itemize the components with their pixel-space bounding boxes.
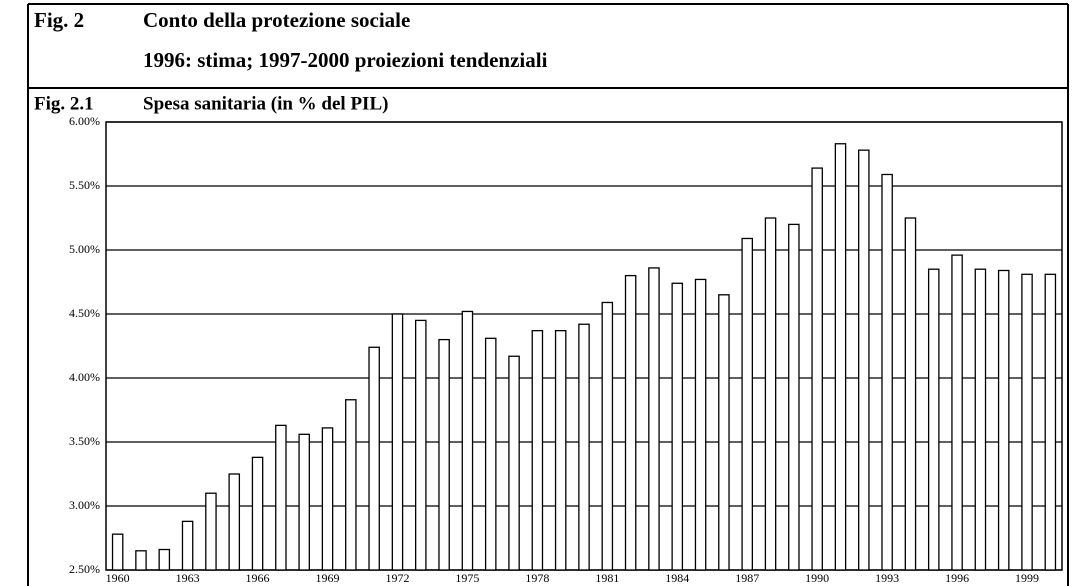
bar	[415, 319, 427, 571]
bar	[927, 268, 940, 571]
bar	[811, 167, 823, 571]
x-tick-label: 1990	[805, 571, 829, 585]
bar	[345, 399, 357, 571]
y-tick-label: 2.50%	[69, 562, 100, 576]
bar	[508, 355, 520, 571]
bar	[368, 346, 380, 571]
bar	[834, 143, 847, 571]
bar	[181, 520, 194, 571]
x-tick-label: 1978	[525, 571, 549, 585]
bar	[205, 492, 217, 571]
x-tick-label: 1981	[595, 571, 619, 585]
x-tick-label: 1963	[176, 571, 200, 585]
x-tick-label: 1987	[735, 571, 759, 585]
bar	[788, 223, 800, 571]
x-tick-label: 1972	[385, 571, 409, 585]
bar	[135, 550, 147, 571]
bar	[624, 274, 637, 571]
bar	[881, 173, 893, 571]
bar	[648, 267, 660, 571]
y-tick-label: 6.00%	[69, 114, 100, 128]
bar	[951, 254, 963, 571]
x-tick-label: 1960	[106, 571, 130, 585]
bar	[461, 310, 474, 571]
bar	[764, 217, 777, 571]
y-tick-label: 3.50%	[69, 434, 100, 448]
bar	[997, 269, 1010, 571]
bar	[601, 301, 614, 571]
bar	[718, 294, 730, 571]
x-tick-label: 1969	[316, 571, 340, 585]
x-tick-label: 1975	[455, 571, 479, 585]
bar	[321, 427, 334, 571]
x-tick-label: 1984	[665, 571, 689, 585]
header-subtitle: 1996: stima; 1997-2000 proiezioni tenden…	[143, 48, 548, 72]
chart-fig-label: Fig. 2.1	[34, 93, 94, 114]
bar	[904, 217, 917, 571]
x-tick-label: 1993	[875, 571, 899, 585]
x-tick-label: 1966	[246, 571, 270, 585]
bar	[741, 237, 753, 571]
bar	[974, 268, 987, 571]
bar	[484, 337, 497, 571]
y-tick-label: 5.50%	[69, 178, 100, 192]
bar	[275, 424, 287, 571]
fig-label: Fig. 2	[34, 8, 84, 32]
bar	[438, 338, 450, 571]
bar	[298, 433, 310, 571]
bar	[1044, 273, 1057, 571]
y-tick-label: 4.00%	[69, 370, 100, 384]
bar	[694, 278, 707, 571]
y-tick-label: 5.00%	[69, 242, 100, 256]
bar	[251, 456, 264, 571]
bar	[228, 473, 241, 571]
y-tick-label: 4.50%	[69, 306, 100, 320]
header-title: Conto della protezione sociale	[143, 8, 410, 32]
x-tick-label: 1999	[1015, 571, 1039, 585]
bar	[531, 329, 544, 571]
bar	[858, 149, 870, 571]
y-tick-label: 3.00%	[69, 498, 100, 512]
bar	[111, 533, 124, 571]
bar	[158, 548, 171, 571]
bar	[1021, 273, 1033, 571]
bar	[554, 329, 567, 571]
bar	[671, 282, 684, 571]
chart-title: Spesa sanitaria (in % del PIL)	[143, 93, 388, 114]
bar	[578, 323, 590, 571]
x-tick-label: 1996	[945, 571, 969, 585]
bar	[391, 313, 404, 571]
